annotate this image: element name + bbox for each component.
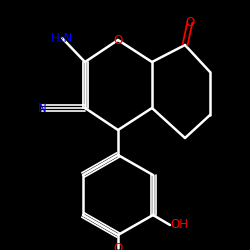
Text: N: N [38, 102, 46, 114]
Text: OH: OH [170, 218, 188, 232]
Text: O: O [114, 242, 122, 250]
Text: O: O [186, 16, 194, 28]
Text: O: O [114, 34, 122, 46]
Text: H₂N: H₂N [51, 32, 73, 44]
